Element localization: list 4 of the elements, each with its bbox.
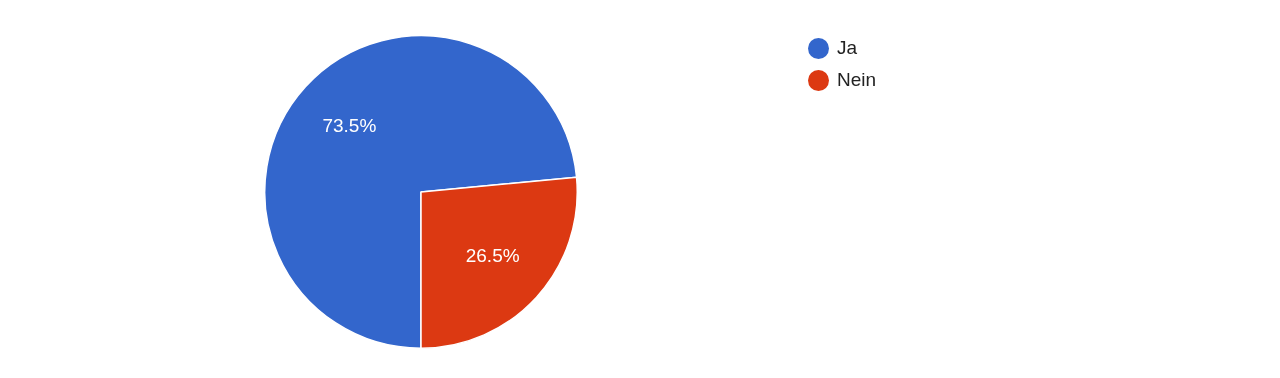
- data-label: 26.5%: [465, 245, 520, 267]
- legend-label: Nein: [837, 69, 877, 91]
- legend-label: Ja: [837, 37, 858, 59]
- data-label: 73.5%: [322, 115, 377, 137]
